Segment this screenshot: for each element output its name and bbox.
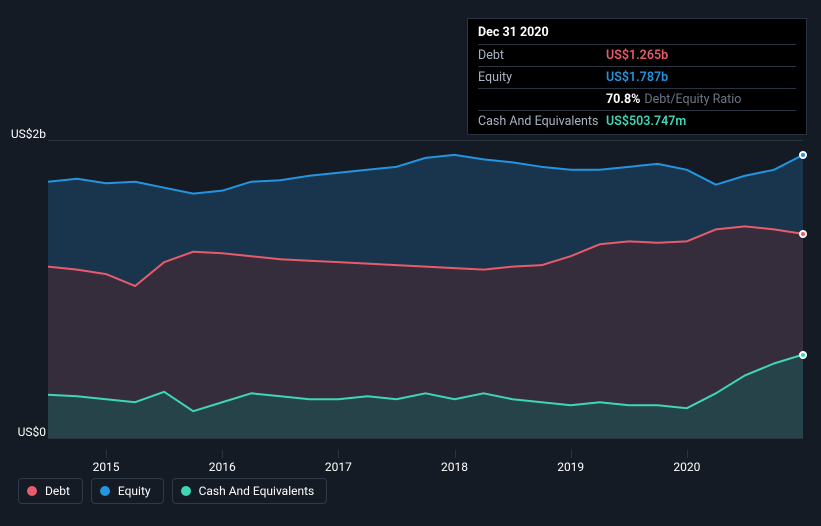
tooltip-cash-key: Cash And Equivalents (478, 114, 606, 129)
x-axis-label: 2019 (557, 460, 584, 474)
plot-area[interactable] (48, 140, 803, 438)
area-chart-svg (48, 140, 803, 438)
y-axis-label: US$0 (18, 425, 46, 439)
x-axis: 2015 2016 2017 2018 2019 2020 (48, 450, 803, 480)
marker-equity-icon (799, 151, 807, 159)
legend: Debt Equity Cash And Equivalents (18, 478, 327, 504)
legend-item-debt[interactable]: Debt (18, 478, 83, 504)
x-axis-label: 2016 (209, 460, 236, 474)
tooltip-cash-row: Cash And Equivalents US$503.747m (478, 110, 796, 132)
x-axis-label: 2015 (93, 460, 120, 474)
x-axis-label: 2020 (673, 460, 700, 474)
x-tick (338, 450, 339, 458)
tooltip-ratio-percent: 70.8% (606, 92, 640, 107)
x-tick (222, 450, 223, 458)
tooltip-row: EquityUS$1.787b (478, 66, 796, 88)
legend-item-cash[interactable]: Cash And Equivalents (172, 478, 328, 504)
tooltip-cash-value: US$503.747m (606, 114, 686, 129)
equity-swatch-icon (100, 486, 110, 496)
tooltip-ratio-row: 70.8% Debt/Equity Ratio (478, 88, 796, 110)
debt-swatch-icon (27, 486, 37, 496)
tooltip-row: DebtUS$1.265b (478, 44, 796, 66)
x-tick (571, 450, 572, 458)
x-axis-label: 2017 (325, 460, 352, 474)
x-tick (455, 450, 456, 458)
tooltip-rows: DebtUS$1.265bEquityUS$1.787b (478, 44, 796, 88)
x-tick (687, 450, 688, 458)
legend-label: Cash And Equivalents (199, 484, 315, 498)
legend-label: Equity (118, 484, 151, 498)
tooltip-date: Dec 31 2020 (478, 25, 796, 44)
chart-tooltip: Dec 31 2020 DebtUS$1.265bEquityUS$1.787b… (467, 18, 807, 135)
x-tick (106, 450, 107, 458)
legend-item-equity[interactable]: Equity (91, 478, 164, 504)
marker-cash-icon (799, 351, 807, 359)
legend-label: Debt (45, 484, 70, 498)
x-axis-label: 2018 (441, 460, 468, 474)
cash-swatch-icon (181, 486, 191, 496)
financial-history-chart: US$0 US$2b 2015 2016 2017 2018 2019 2020 Dec 3… (0, 0, 821, 526)
marker-debt-icon (799, 230, 807, 238)
y-axis-label: US$2b (11, 127, 46, 141)
tooltip-ratio-label: Debt/Equity Ratio (644, 92, 741, 107)
